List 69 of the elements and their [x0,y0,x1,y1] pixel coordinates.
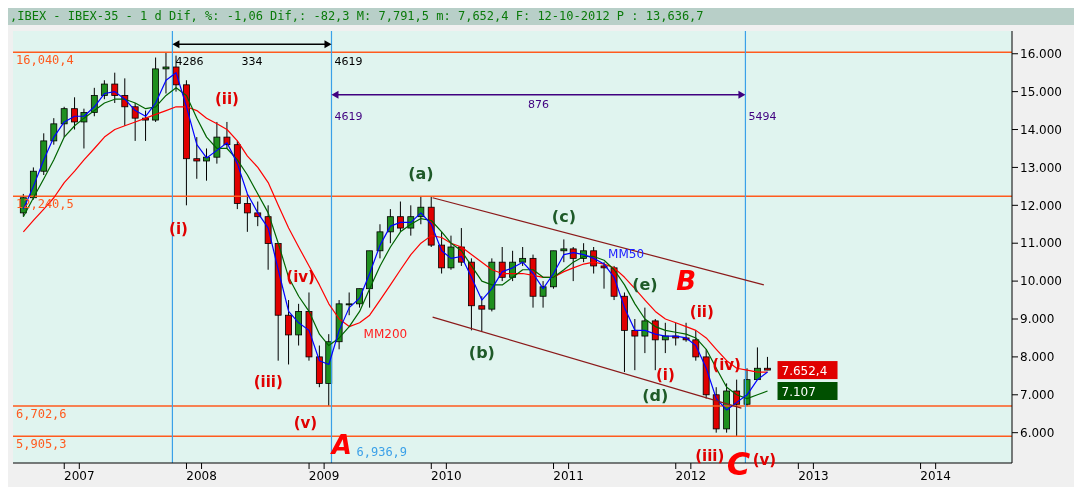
y-tick-label: 13.000 [1020,160,1062,175]
candlestick [131,102,139,142]
x-tick-label: 2007 [64,468,95,483]
candlestick [397,201,404,233]
annotation: (i) [655,365,675,384]
annotation: 4286 [175,55,204,69]
x-tick-label: 2011 [553,468,584,483]
annotation: MM200 [363,327,408,342]
annotation: (b) [468,343,495,363]
x-tick-label: 2008 [186,468,217,483]
candlestick [60,106,68,138]
y-tick-label: 14.000 [1020,122,1062,137]
ref-line-label: 6,702,6 [16,406,67,421]
annotation: B [676,266,697,297]
candlestick [203,147,210,182]
annotation: 334 [241,55,263,69]
candlestick [162,51,170,95]
x-tick-label: 2014 [920,468,951,483]
candlestick [539,280,547,309]
y-tick-label: 15.000 [1020,84,1062,99]
annotation: (iii) [695,447,725,466]
annotation: 7.107 [781,384,816,399]
candlestick [560,238,568,263]
candlestick [478,295,486,333]
x-tick-label: 2013 [798,468,829,483]
annotation: 7.652,4 [781,363,828,378]
candlestick [386,208,394,244]
annotation: (e) [632,275,658,295]
chart-title: ,IBEX - IBEX-35 - 1 d Dif, %: -1,06 Dif,: -82,3 M: 7,791,5 m: 7,652,4 F: 12-10-2012 P : 13,636,7 [8,8,1074,25]
candlestick [569,246,577,282]
annotation: (c) [551,206,576,226]
annotation: (ii) [215,90,239,109]
x-tick-label: 2012 [675,468,707,483]
y-tick-label: 8.000 [1020,350,1055,365]
candlestick [631,318,639,371]
annotation: 5494 [748,109,777,123]
candlestick [50,117,58,146]
annotation: C [726,445,751,484]
y-tick-label: 10.000 [1020,274,1062,289]
annotation: (v) [293,413,318,432]
y-tick-label: 7.000 [1020,388,1055,403]
ref-line-label: 16,040,4 [16,52,74,67]
y-tick-label: 9.000 [1020,312,1055,327]
annotation: (d) [642,385,669,405]
candlestick [447,235,455,271]
annotation: 4619 [334,55,363,69]
candlestick [285,299,292,365]
annotation: 876 [527,97,549,111]
candlestick [641,307,649,354]
candlestick [345,291,353,316]
y-tick-label: 12.000 [1020,198,1062,213]
ref-line-label: 5,905,3 [16,436,67,451]
x-tick-label: 2010 [431,468,462,483]
y-tick-label: 6.000 [1020,425,1055,440]
ref-line-label: 6,936,9 [356,445,408,459]
y-tick-label: 16.000 [1020,47,1062,61]
candlestick [519,246,527,267]
annotation: MM50 [608,246,645,261]
candlestick [193,136,201,180]
y-tick-label: 11.000 [1020,236,1062,251]
annotation: (a) [408,163,434,183]
candlestick [295,303,302,347]
annotation: (iii) [253,373,283,392]
annotation: 4619 [334,109,363,123]
candlestick [438,231,445,275]
annotation: (v) [752,450,777,469]
annotation: (ii) [689,302,714,321]
x-tick-label: 2009 [308,468,340,483]
candlestick [71,96,78,131]
